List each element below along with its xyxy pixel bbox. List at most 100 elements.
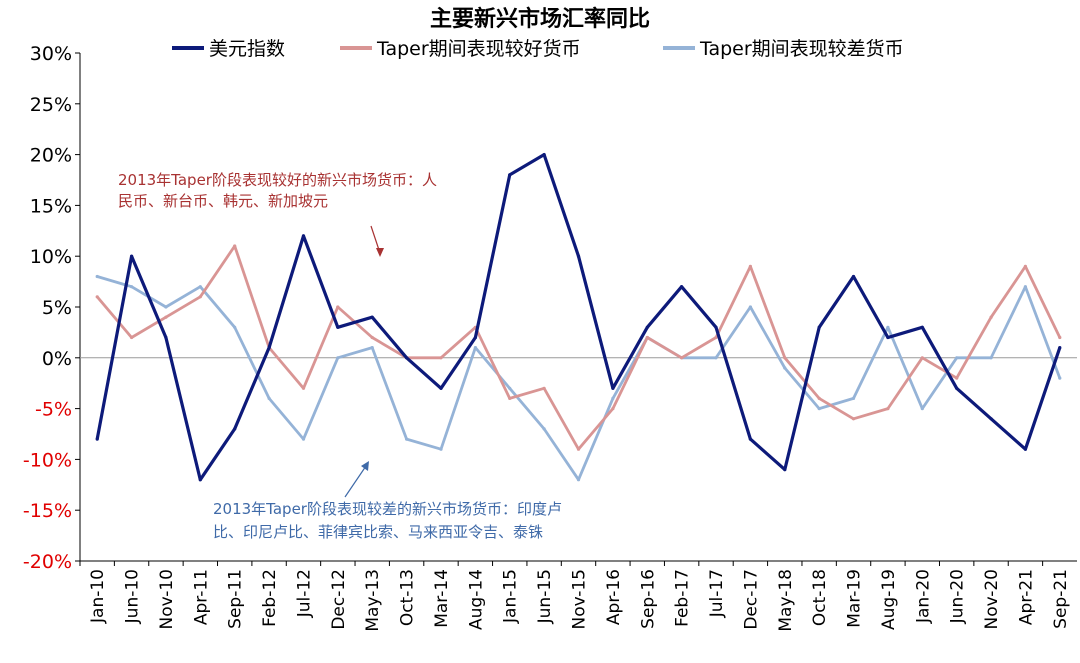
series-0-point [233, 427, 237, 431]
series-2-point [267, 396, 271, 400]
series-0-point [542, 153, 546, 157]
y-tick-label: 20% [30, 145, 72, 167]
series-1-point [576, 447, 581, 451]
series-1-point [920, 356, 924, 360]
series-0-point [336, 325, 340, 329]
series-2-point [714, 356, 718, 360]
x-tick-label: Oct-13 [398, 569, 418, 626]
series-1-point [439, 356, 443, 360]
series-2-point [851, 396, 856, 400]
series-1-point [851, 417, 856, 421]
series-1-point [95, 295, 99, 299]
y-tick-label: 10% [30, 246, 72, 268]
series-2-point [233, 325, 237, 329]
x-tick-label: Mar-14 [432, 569, 452, 628]
x-tick-label: Nov-20 [982, 569, 1002, 630]
series-1-point [680, 356, 684, 360]
x-tick-label: Apr-21 [1016, 569, 1036, 625]
x-tick-label: Jun-10 [123, 569, 143, 624]
series-2-point [439, 447, 443, 451]
annotation-bad-line-1: 2013年Taper阶段表现较差的新兴市场货币：印度卢 [213, 500, 562, 518]
series-0-point [611, 386, 615, 390]
series-0-point [508, 173, 512, 177]
series-0-point [267, 346, 271, 350]
x-tick-label: Sep-11 [226, 569, 246, 629]
chart-title: 主要新兴市场汇率同比 [430, 6, 650, 32]
series-1-point [645, 335, 649, 340]
y-tick-label: 0% [42, 348, 72, 370]
series-2-point [886, 325, 890, 329]
series-0-point [1058, 346, 1062, 350]
x-tick-label: Aug-14 [466, 569, 486, 630]
series-layer [95, 153, 1062, 482]
series-1-point [233, 244, 237, 248]
series-2-point [336, 356, 340, 360]
series-1-point [1023, 264, 1027, 268]
series-1-point [542, 386, 546, 390]
y-tick-label: -15% [23, 500, 72, 522]
series-0-point [130, 254, 134, 258]
x-axis: Jan-10 Jun-10 Nov-10 Apr-11 Sep-11 Feb-12 Jul-… [79, 357, 1077, 632]
series-2-point [783, 366, 787, 370]
series-line-1 [96, 244, 1062, 451]
series-0-point [955, 386, 959, 390]
series-0-point [920, 325, 924, 329]
series-2-point [130, 285, 134, 289]
x-tick-label: Jan-10 [88, 569, 108, 624]
series-1-point [301, 386, 306, 390]
series-0-point [301, 234, 306, 238]
x-tick-label: Jun-15 [535, 569, 555, 624]
legend-label: Taper期间表现较差货币 [699, 38, 904, 60]
series-0-point [714, 325, 718, 329]
legend-label: 美元指数 [209, 38, 285, 60]
series-0-point [817, 325, 821, 329]
series-0-point [164, 335, 168, 340]
series-1-point [370, 335, 374, 340]
series-1-point [164, 315, 168, 319]
series-2-point [955, 356, 959, 360]
x-tick-label: Mar-19 [845, 569, 865, 628]
x-tick-label: Sep-16 [638, 569, 658, 629]
x-tick-label: Jul-12 [294, 569, 314, 618]
annotation-good-line-2: 民币、新台币、韩元、新加坡元 [118, 192, 328, 210]
series-1-point [817, 396, 821, 400]
annotation-bad-arrowhead [361, 461, 369, 471]
legend-label: Taper期间表现较好货币 [376, 38, 581, 60]
series-2-point [301, 437, 306, 441]
series-1-point [130, 335, 134, 340]
y-tick-label: 25% [30, 94, 72, 116]
annotations: 2013年Taper阶段表现较好的新兴市场货币：人民币、新台币、韩元、新加坡元 2… [118, 171, 562, 541]
series-1-point [783, 356, 787, 360]
y-tick-label: -20% [23, 551, 72, 573]
series-0-point [851, 274, 856, 279]
series-2-point [370, 346, 374, 350]
series-2-point [1058, 376, 1062, 380]
y-tick-label: 5% [42, 297, 72, 319]
x-tick-label: Jun-20 [948, 569, 968, 624]
series-2-point [817, 407, 821, 411]
series-0-point [645, 325, 649, 329]
x-tick-label: Dec-17 [741, 569, 761, 630]
y-tick-label: 30% [30, 43, 72, 65]
series-2-point [164, 305, 168, 309]
annotation-good-line-1: 2013年Taper阶段表现较好的新兴市场货币：人 [118, 171, 437, 189]
series-2-point [542, 427, 546, 431]
x-tick-label: Feb-12 [260, 569, 280, 627]
series-0-point [1023, 447, 1027, 451]
annotation-good-arrowhead [376, 248, 384, 257]
series-2-point [473, 346, 477, 350]
series-0-point [576, 254, 581, 258]
series-2-point [1023, 285, 1027, 289]
series-0-point [473, 335, 477, 340]
x-tick-label: Nov-10 [157, 569, 177, 630]
x-tick-label: Apr-11 [191, 569, 211, 625]
series-2-point [576, 478, 581, 482]
series-1-point [336, 305, 340, 309]
y-tick-label: 15% [30, 195, 72, 217]
series-0-point [680, 285, 684, 289]
series-1-point [611, 407, 615, 411]
series-0-point [989, 417, 993, 421]
x-tick-label: Jan-20 [913, 569, 933, 624]
x-tick-label: May-18 [776, 569, 796, 632]
